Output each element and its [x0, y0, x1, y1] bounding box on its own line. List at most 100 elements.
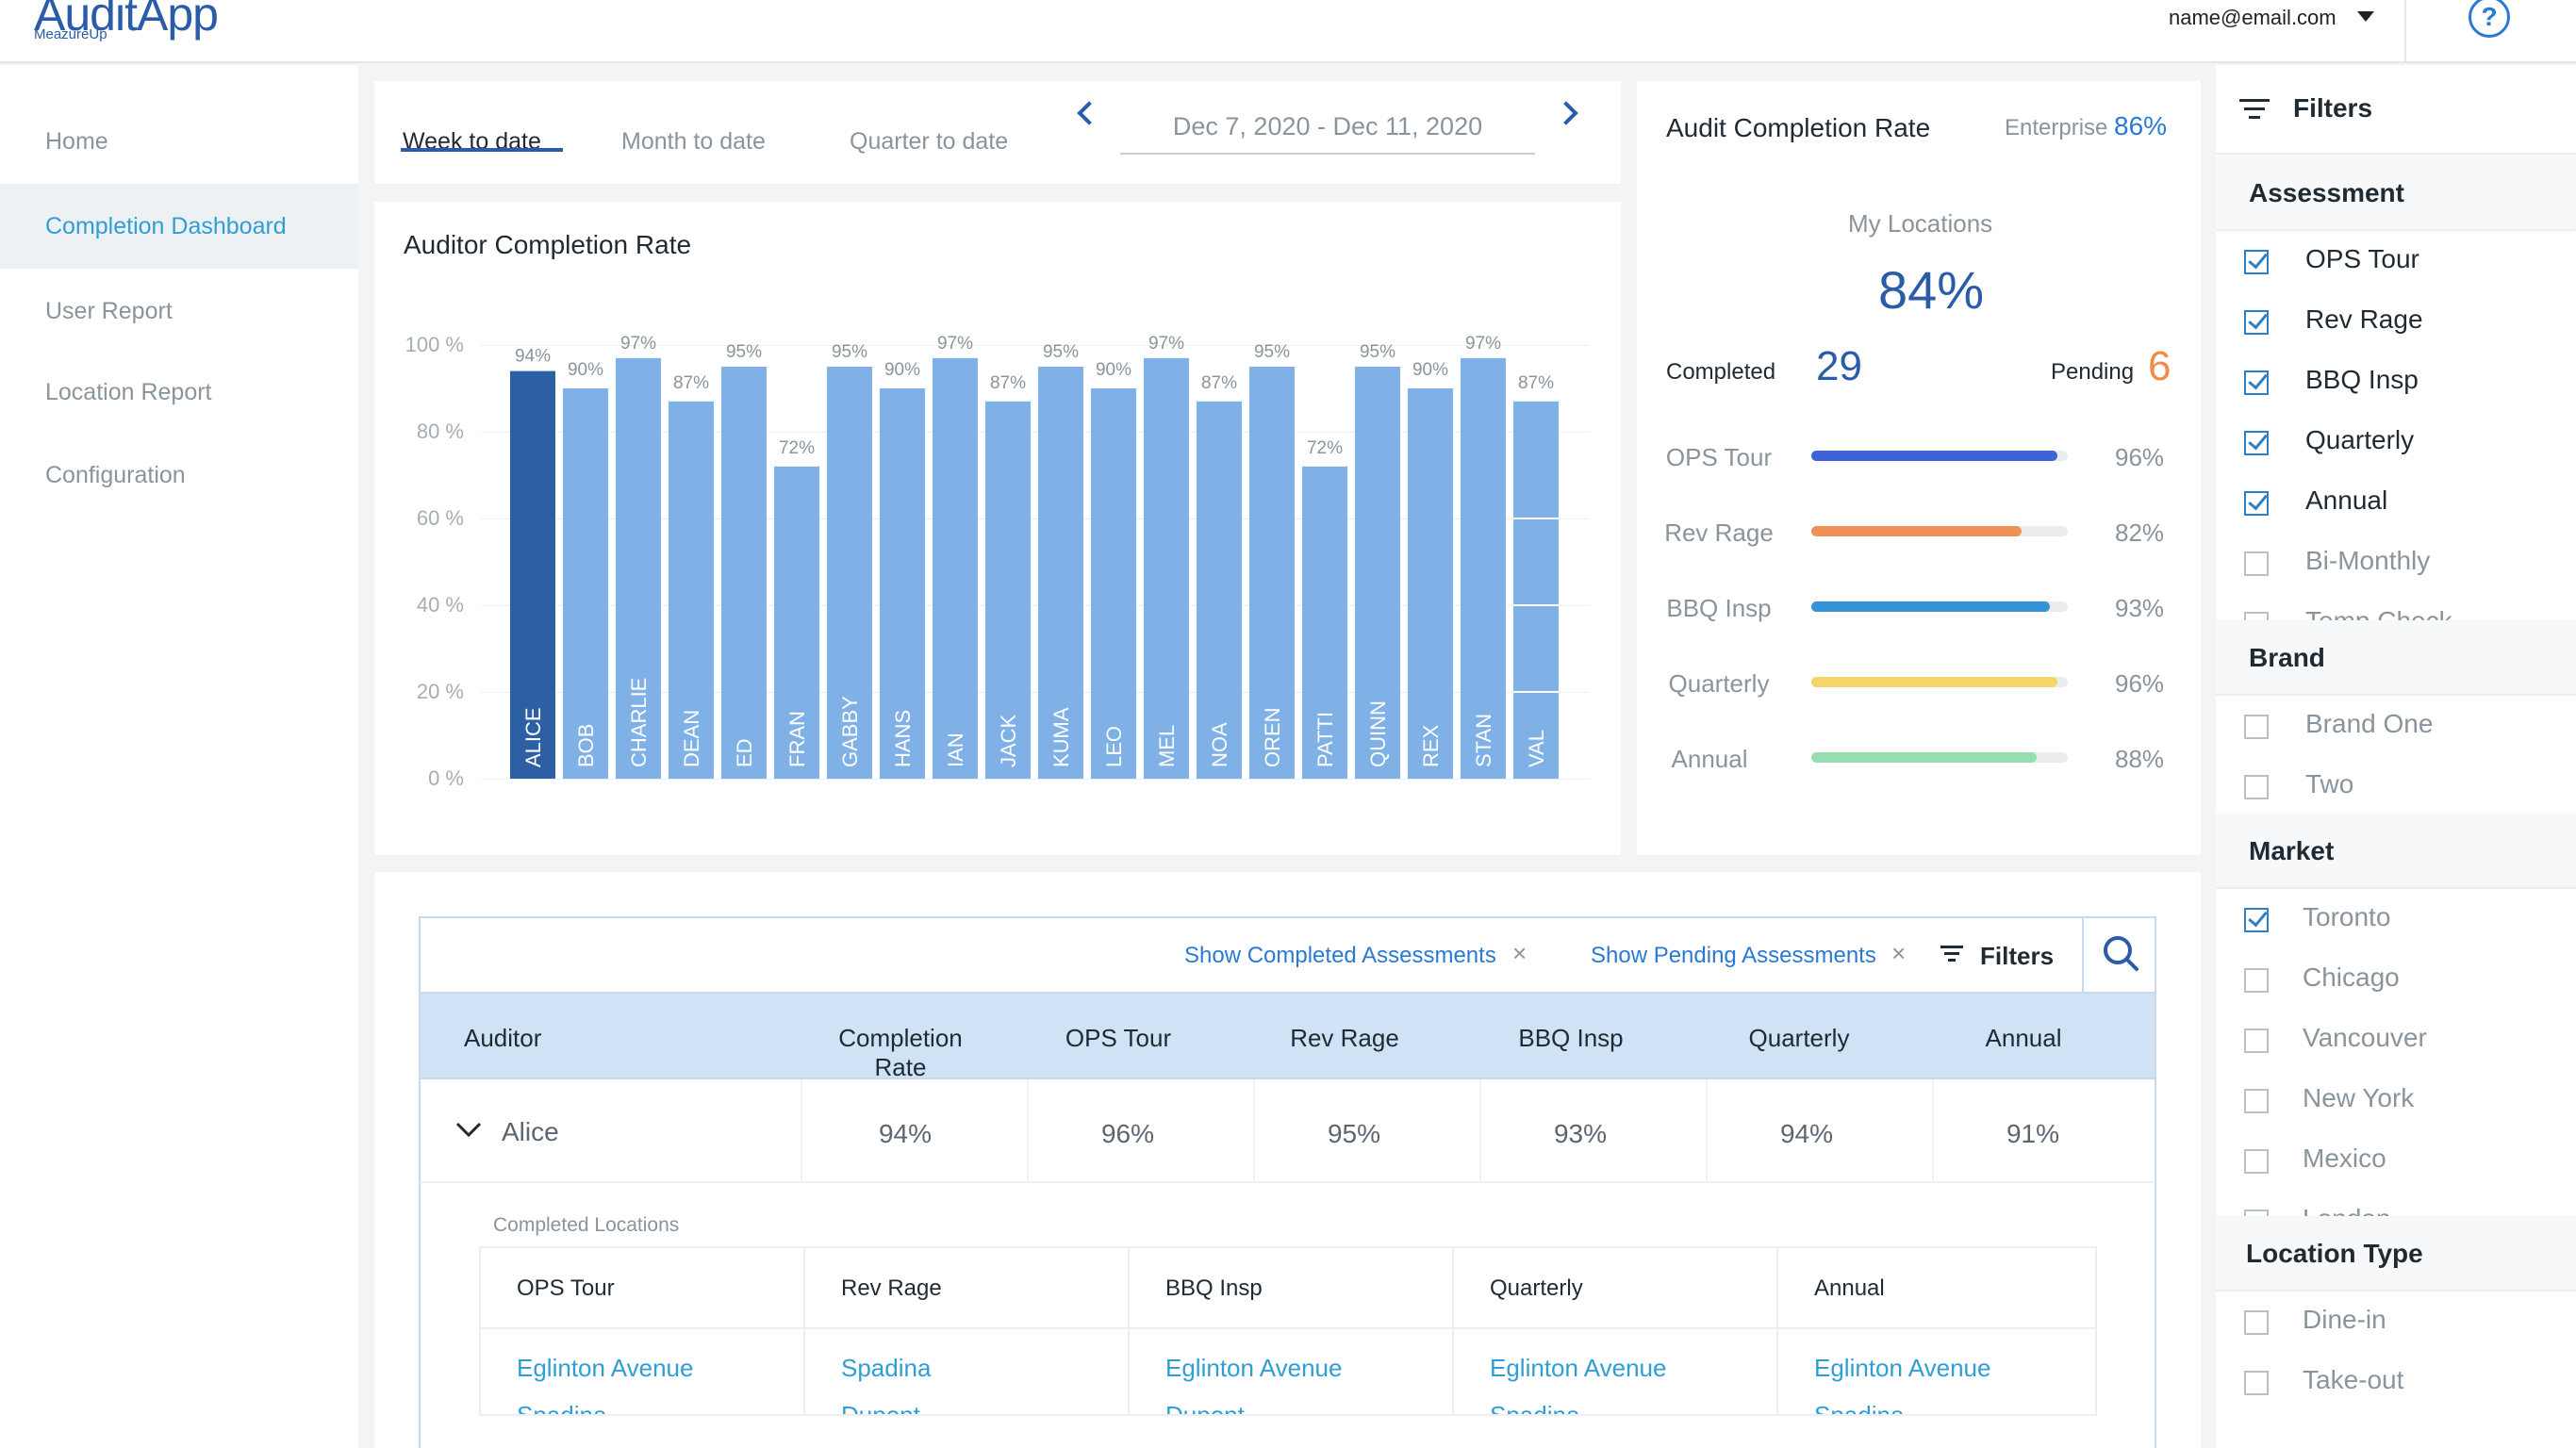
checkbox[interactable] [2244, 250, 2269, 274]
close-icon[interactable]: × [1891, 939, 1907, 967]
chevron-down-icon[interactable] [454, 1121, 483, 1138]
column-header-annual[interactable]: Annual [1985, 1024, 2062, 1052]
checkbox[interactable] [2244, 491, 2269, 516]
location-link[interactable]: Spadina [1490, 1401, 1580, 1416]
bar-oren[interactable] [1249, 367, 1295, 779]
bar-patti[interactable] [1302, 466, 1347, 779]
filter-option[interactable]: Two [2216, 756, 2576, 816]
filter-option[interactable]: OPS Tour [2216, 231, 2576, 291]
bar-mel[interactable] [1144, 357, 1189, 779]
checkbox[interactable] [2244, 1089, 2269, 1113]
bar-rex[interactable] [1408, 388, 1453, 779]
checkbox[interactable] [2244, 310, 2269, 335]
filter-option[interactable]: Annual [2216, 472, 2576, 533]
filter-option[interactable]: Toronto [2216, 889, 2576, 949]
checkbox[interactable] [2244, 1371, 2269, 1395]
bar-value-label: 97% [620, 334, 656, 354]
bar-hans[interactable] [880, 388, 925, 779]
filter-option[interactable]: Brand One [2216, 696, 2576, 756]
sidebar-item-home[interactable]: Home [45, 128, 108, 155]
sidebar-item-configuration[interactable]: Configuration [45, 462, 186, 488]
table-filters-button[interactable]: Filters [1980, 942, 2055, 970]
chip-show-pending[interactable]: Show Pending Assessments [1591, 943, 1876, 968]
filter-section-title[interactable]: Assessment [2216, 156, 2576, 231]
app-logo[interactable]: AuditApp [34, 0, 219, 41]
column-header-rev-rage[interactable]: Rev Rage [1290, 1024, 1399, 1052]
checkbox[interactable] [2244, 775, 2269, 799]
checkbox[interactable] [2244, 1028, 2269, 1053]
checkbox[interactable] [2244, 612, 2269, 620]
filter-section-location-type: Location Type Dine-in Take-out [2216, 1216, 2576, 1448]
search-button[interactable] [2082, 916, 2156, 992]
bar-stan[interactable] [1461, 357, 1506, 779]
filter-option[interactable]: BBQ Insp [2216, 352, 2576, 412]
column-header-auditor[interactable]: Auditor [464, 1024, 542, 1052]
close-icon[interactable]: × [1512, 939, 1527, 967]
bar-gabby[interactable] [827, 367, 872, 779]
column-header-ops-tour[interactable]: OPS Tour [1065, 1024, 1172, 1052]
filter-option[interactable]: Dine-in [2216, 1292, 2576, 1352]
sidebar-item-completion-dashboard[interactable]: Completion Dashboard [0, 184, 358, 269]
filter-icon[interactable] [1940, 946, 1963, 963]
location-link[interactable]: Eglinton Avenue [517, 1354, 694, 1382]
sidebar-item-user-report[interactable]: User Report [45, 298, 173, 324]
user-email[interactable]: name@email.com [2169, 6, 2337, 29]
filter-option[interactable]: London [2216, 1191, 2576, 1216]
location-link[interactable]: Eglinton Avenue [1814, 1354, 1991, 1382]
filter-section-title[interactable]: Location Type [2216, 1216, 2576, 1292]
tab-month-to-date[interactable]: Month to date [621, 128, 766, 155]
checkbox[interactable] [2244, 1149, 2269, 1174]
column-header-completion-rate[interactable]: Completion Rate [838, 1024, 963, 1081]
filter-option[interactable]: Vancouver [2216, 1010, 2576, 1070]
filter-option[interactable]: New York [2216, 1070, 2576, 1130]
column-header-bbq-insp[interactable]: BBQ Insp [1518, 1024, 1624, 1052]
chip-show-completed[interactable]: Show Completed Assessments [1184, 943, 1496, 968]
filter-section-title[interactable]: Market [2216, 814, 2576, 889]
location-link[interactable]: Spadina [1814, 1401, 1905, 1416]
caret-down-icon[interactable] [2357, 11, 2374, 22]
checkbox[interactable] [2244, 968, 2269, 993]
checkbox[interactable] [2244, 908, 2269, 932]
filter-option[interactable]: Take-out [2216, 1352, 2576, 1412]
filter-option[interactable]: Temp Check [2216, 593, 2576, 620]
filters-header[interactable]: Filters [2216, 65, 2576, 155]
table-row[interactable]: Alice 94% 96% 95% 93% 94% 91% [419, 1079, 2156, 1183]
checkbox[interactable] [2244, 370, 2269, 395]
filter-option[interactable]: Bi-Monthly [2216, 533, 2576, 593]
location-link[interactable]: Dupont [1165, 1401, 1245, 1416]
bar-noa[interactable] [1197, 401, 1242, 779]
filter-option[interactable]: Chicago [2216, 949, 2576, 1010]
location-link[interactable]: Dupont [841, 1401, 920, 1416]
progress-percent: 96% [2115, 443, 2165, 471]
checkbox[interactable] [2244, 1310, 2269, 1335]
checkbox[interactable] [2244, 551, 2269, 576]
filter-section-title[interactable]: Brand [2216, 620, 2576, 696]
column-header-quarterly[interactable]: Quarterly [1748, 1024, 1850, 1052]
location-link[interactable]: Spadina [517, 1401, 607, 1416]
tab-quarter-to-date[interactable]: Quarter to date [850, 128, 1009, 155]
bar-dean[interactable] [669, 401, 714, 779]
location-link[interactable]: Eglinton Avenue [1490, 1354, 1667, 1382]
bar-ian[interactable] [933, 357, 978, 779]
help-icon[interactable]: ? [2469, 0, 2510, 38]
bar-val[interactable] [1513, 401, 1559, 779]
bar-alice[interactable] [510, 370, 555, 779]
location-link[interactable]: Eglinton Avenue [1165, 1354, 1343, 1382]
bar-fran[interactable] [774, 466, 819, 779]
filter-option[interactable]: Mexico [2216, 1130, 2576, 1191]
bar-ed[interactable] [721, 367, 767, 779]
filter-option[interactable]: Rev Rage [2216, 291, 2576, 352]
bar-charlie[interactable] [616, 357, 661, 779]
bar-quinn[interactable] [1355, 367, 1400, 779]
bar-jack[interactable] [985, 401, 1031, 779]
checkbox[interactable] [2244, 715, 2269, 739]
sidebar-item-location-report[interactable]: Location Report [45, 379, 212, 405]
filter-option[interactable]: Quarterly [2216, 412, 2576, 472]
checkbox[interactable] [2244, 431, 2269, 455]
checkbox[interactable] [2244, 1209, 2269, 1216]
location-link[interactable]: Spadina [841, 1354, 932, 1382]
bar-bob[interactable] [563, 388, 608, 779]
bar-leo[interactable] [1091, 388, 1136, 779]
date-range[interactable]: Dec 7, 2020 - Dec 11, 2020 [1120, 107, 1535, 155]
bar-kuma[interactable] [1038, 367, 1083, 779]
